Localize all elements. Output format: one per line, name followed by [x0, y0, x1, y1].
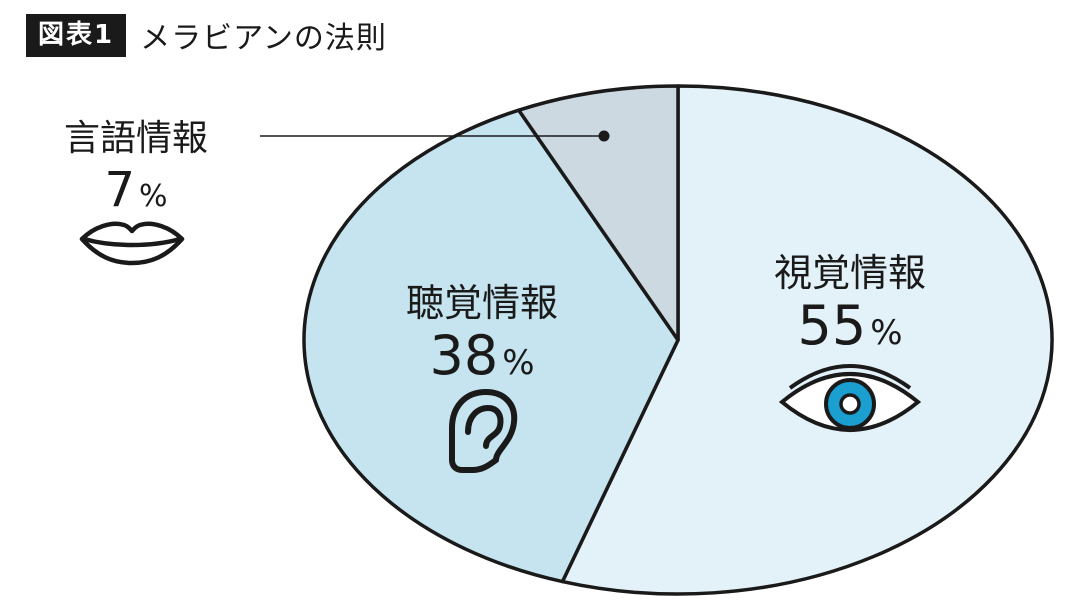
slice-value-label: 7%: [104, 162, 167, 218]
callout-dot: [598, 130, 610, 142]
slice-value-label: 38%: [429, 324, 534, 387]
pie-slices: [302, 84, 1054, 596]
pie-slice-3: [517, 84, 680, 342]
figure-header: 図表1 メラビアンの法則: [26, 12, 387, 58]
slice-category-label: 言語情報: [64, 118, 208, 159]
figure-title: メラビアンの法則: [140, 21, 387, 56]
pie-slice-2: [302, 108, 680, 584]
slice-value-label: 55%: [797, 294, 902, 357]
eye-icon: [778, 364, 922, 432]
pie-slice-1: [560, 84, 1054, 596]
ear-icon: [449, 389, 518, 473]
figure-number-badge: 図表1: [26, 13, 127, 57]
lips-icon: [79, 221, 185, 266]
slice-category-label: 視覚情報: [774, 251, 926, 295]
slice-category-label: 聴覚情報: [406, 281, 558, 325]
